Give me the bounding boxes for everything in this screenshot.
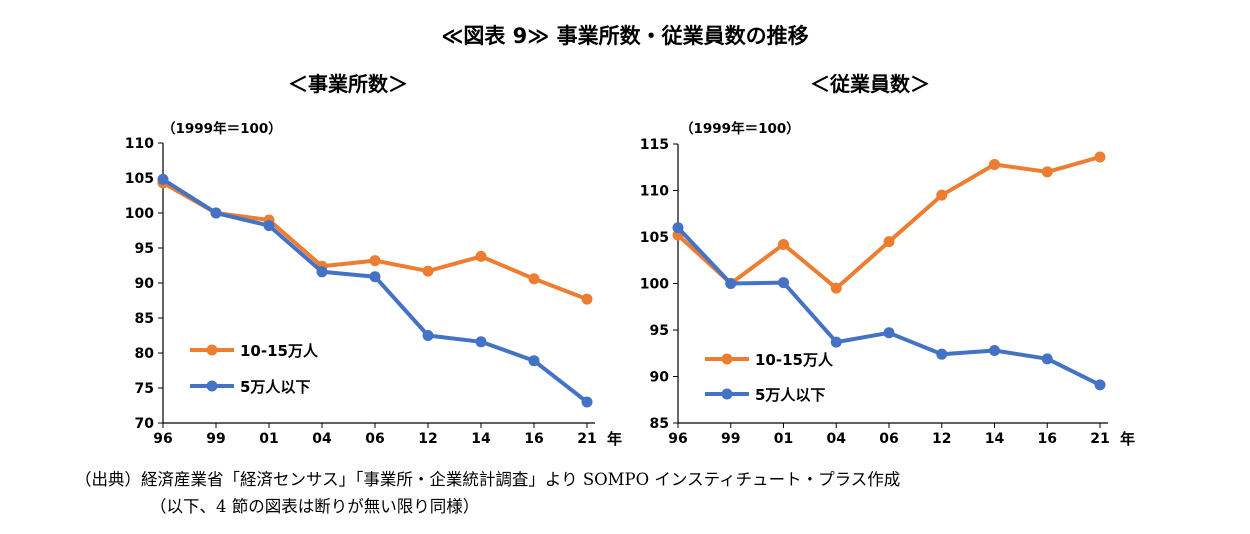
- x-tick-label: 04: [827, 431, 847, 447]
- x-tick-label: 96: [153, 431, 172, 447]
- data-point: [475, 250, 487, 262]
- unit-note: （1999年＝100）: [162, 120, 282, 137]
- legend-marker: [721, 353, 733, 365]
- x-tick-label: 01: [774, 431, 793, 447]
- y-tick-label: 100: [125, 206, 154, 222]
- x-axis-label: 年: [607, 430, 622, 448]
- data-point: [883, 236, 895, 248]
- y-tick-label: 75: [135, 381, 154, 397]
- page-title: ≪図表 9≫ 事業所数・従業員数の推移: [441, 24, 809, 48]
- x-tick-label: 12: [932, 431, 951, 447]
- x-tick-label: 14: [985, 431, 1005, 447]
- data-point: [1041, 353, 1053, 365]
- x-tick-label: 01: [259, 431, 278, 447]
- x-axis-label: 年: [1120, 430, 1135, 448]
- data-point: [157, 173, 169, 185]
- x-tick-label: 21: [1090, 431, 1109, 447]
- x-tick-label: 04: [312, 431, 332, 447]
- chart-title-employees: ＜従業員数＞: [810, 72, 930, 96]
- data-point: [1094, 379, 1106, 391]
- data-point: [210, 207, 222, 219]
- legend-label: 10-15万人: [755, 351, 834, 369]
- y-tick-label: 70: [135, 416, 155, 432]
- data-point: [316, 266, 328, 278]
- y-tick-label: 90: [135, 276, 155, 292]
- data-point: [528, 355, 540, 367]
- y-tick-label: 80: [135, 346, 155, 362]
- legend-marker: [721, 388, 733, 400]
- x-tick-label: 16: [524, 431, 543, 447]
- data-point: [725, 278, 737, 289]
- data-point: [581, 293, 593, 305]
- data-point: [989, 344, 1000, 356]
- data-point: [883, 327, 895, 339]
- source-note-continued: （以下、4 節の図表は断りが無い限り同様）: [150, 497, 480, 516]
- data-point: [936, 189, 948, 201]
- y-tick-label: 110: [640, 184, 669, 200]
- data-point: [369, 255, 381, 267]
- x-tick-label: 16: [1038, 431, 1057, 447]
- chart-title-establishments: ＜事業所数＞: [288, 72, 408, 96]
- y-tick-label: 95: [135, 241, 154, 257]
- y-tick-label: 105: [640, 230, 669, 246]
- y-tick-label: 90: [650, 370, 670, 386]
- y-tick-label: 95: [650, 323, 669, 339]
- chart-employees: 85 90 95 100 105 110 115 96 99 01 04 06 12 14 16 21 年 （19…: [640, 120, 1135, 448]
- x-tick-label: 99: [721, 431, 740, 447]
- x-tick-label: 14: [471, 431, 491, 447]
- series-line-orange: [676, 155, 1101, 291]
- data-point: [369, 271, 381, 283]
- y-tick-label: 100: [640, 277, 669, 293]
- y-tick-label: 85: [135, 311, 154, 327]
- chart-establishments: 70 75 80 85 90 95 100 105 110 96 99 01 04 06 12 14 16 21 年…: [125, 120, 622, 448]
- legend-label: 5万人以下: [755, 386, 825, 404]
- data-point: [422, 330, 434, 341]
- y-tick-label: 105: [125, 171, 154, 187]
- data-point: [422, 265, 434, 277]
- legend-label: 10-15万人: [240, 342, 319, 360]
- data-point: [581, 396, 593, 408]
- data-point: [989, 158, 1000, 170]
- data-point: [475, 336, 487, 348]
- data-point: [528, 273, 540, 285]
- unit-note: （1999年＝100）: [680, 120, 800, 137]
- legend-marker: [206, 380, 218, 392]
- data-point: [830, 282, 842, 294]
- x-tick-label: 99: [206, 431, 225, 447]
- data-point: [1094, 151, 1106, 163]
- data-point: [778, 277, 789, 289]
- y-tick-label: 85: [650, 416, 669, 432]
- source-note: （出典）経済産業省「経済センサス」「事業所・企業統計調査」より SOMPO イン…: [75, 470, 901, 489]
- data-point: [830, 336, 842, 348]
- data-point: [1041, 166, 1053, 178]
- data-point: [936, 348, 948, 360]
- x-tick-label: 06: [879, 431, 898, 447]
- data-point: [672, 222, 684, 234]
- y-tick-label: 110: [125, 136, 154, 152]
- x-tick-label: 21: [577, 431, 596, 447]
- data-point: [778, 238, 789, 250]
- x-tick-label: 12: [418, 431, 437, 447]
- series-line-blue: [676, 226, 1101, 387]
- data-point: [263, 220, 275, 232]
- y-tick-label: 115: [640, 137, 669, 153]
- legend-marker: [206, 344, 218, 356]
- x-tick-label: 96: [668, 431, 687, 447]
- legend-label: 5万人以下: [240, 378, 310, 396]
- x-tick-label: 06: [365, 431, 384, 447]
